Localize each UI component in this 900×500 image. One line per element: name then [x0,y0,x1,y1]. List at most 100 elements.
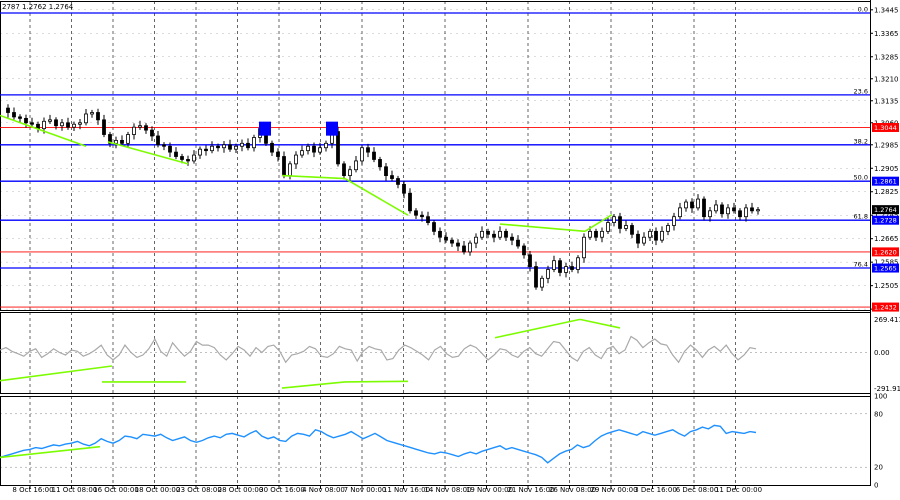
candle-body [684,201,688,209]
candle-body [138,125,142,128]
y-tick-label: 1.2505 [874,282,899,290]
candle-body [450,239,454,244]
candle-body [144,125,148,131]
price-tag-label: 1.2620 [874,248,897,256]
x-tick-label: 11 Nov 16:00 [383,486,430,494]
fib-level-label: 23.6 [854,87,868,95]
candle-body [192,154,196,162]
signal-marker [259,121,271,136]
y-tick-label: 1.3135 [874,97,899,105]
candle-body [114,139,118,144]
candle-body [540,277,544,288]
candle-body [186,159,190,162]
price-tag-bg [872,122,899,132]
candle-body [420,214,424,218]
candle-body [168,145,172,153]
trend-line [107,141,189,165]
candle-body [18,116,22,119]
fib-level-label: 76.4 [854,261,868,269]
candle-body [726,207,730,215]
candle-body [210,145,214,152]
x-tick-label: 14 Nov 08:00 [424,486,471,494]
candle-body [156,135,160,146]
candle-body [732,207,736,212]
candle-body [234,145,238,150]
candle-body [162,144,166,147]
x-tick-label: 6 Dec 08:00 [676,486,719,494]
candle-body [222,144,226,149]
candle-body [12,112,16,118]
candle-body [276,151,280,157]
candle-body [60,122,64,127]
candle-body [606,222,610,232]
candle-body [438,230,442,238]
rsi-tick-label: 0 [874,482,878,490]
candle-body [516,239,520,247]
candle-body [150,129,154,137]
fib-level-label: 50.0 [854,174,868,182]
trend-line [281,174,346,180]
candle-body [372,151,376,160]
candle-body [624,225,628,229]
price-tag-label: 1.3044 [874,124,897,132]
candle-body [288,163,292,177]
candle-body [696,198,700,209]
candle-body [312,145,316,153]
candle-body [720,204,724,215]
rsi-tick-label: 80 [874,410,883,418]
candle-body [396,178,400,185]
candle-body [102,119,106,135]
cci-tick-label: 269.4111 [874,316,900,324]
candle-body [348,169,352,177]
trend-line [0,114,87,148]
candle-body [672,216,676,226]
candle-body [306,145,310,152]
x-tick-label: 28 Oct 00:00 [218,486,264,494]
x-tick-label: 3 Dec 16:00 [634,486,677,494]
candle-body [654,230,658,241]
trend-line [584,213,613,233]
rsi-tick-label: 20 [874,464,883,472]
rsi-tick-label: 100 [874,393,887,401]
price-tag-label: 1.2432 [874,304,897,312]
candle-body [54,119,58,127]
candle-body [42,120,46,130]
cci-trend-line [494,318,581,339]
candle-body [174,151,178,157]
cci-tick-label: -291.9116 [874,385,900,393]
candle-body [666,225,670,232]
cci-trend-line [0,365,113,382]
candle-body [120,139,124,144]
x-tick-label: 19 Nov 00:00 [466,486,513,494]
candle-body [564,266,568,273]
candle-body [510,236,514,241]
candle-body [612,216,616,223]
cci-trend-line [281,381,346,389]
candle-body [570,266,574,270]
candle-body [336,131,340,165]
candle-body [750,207,754,212]
fib-level-label: 0.0 [858,6,868,14]
price-tag-bg [872,176,899,186]
candle-body [738,210,742,218]
candle-body [294,154,298,165]
candle-body [714,204,718,212]
candle-body [444,236,448,241]
candle-body [354,160,358,171]
price-tag-label: 1.2728 [874,217,897,225]
y-tick-label: 1.2585 [874,259,899,267]
candle-body [240,142,244,147]
candle-body [636,233,640,244]
candle-body [366,147,370,153]
candle-body [324,142,328,149]
candle-body [48,119,52,122]
x-tick-label: 29 Nov 00:00 [590,486,637,494]
signal-marker [326,121,338,136]
candle-body [534,266,538,288]
candle-body [690,201,694,209]
candle-body [660,230,664,241]
price-tag-label: 1.2565 [874,265,897,273]
candle-body [498,230,502,238]
price-tag-label: 1.2764 [874,206,897,214]
price-tag-bg [872,247,899,257]
